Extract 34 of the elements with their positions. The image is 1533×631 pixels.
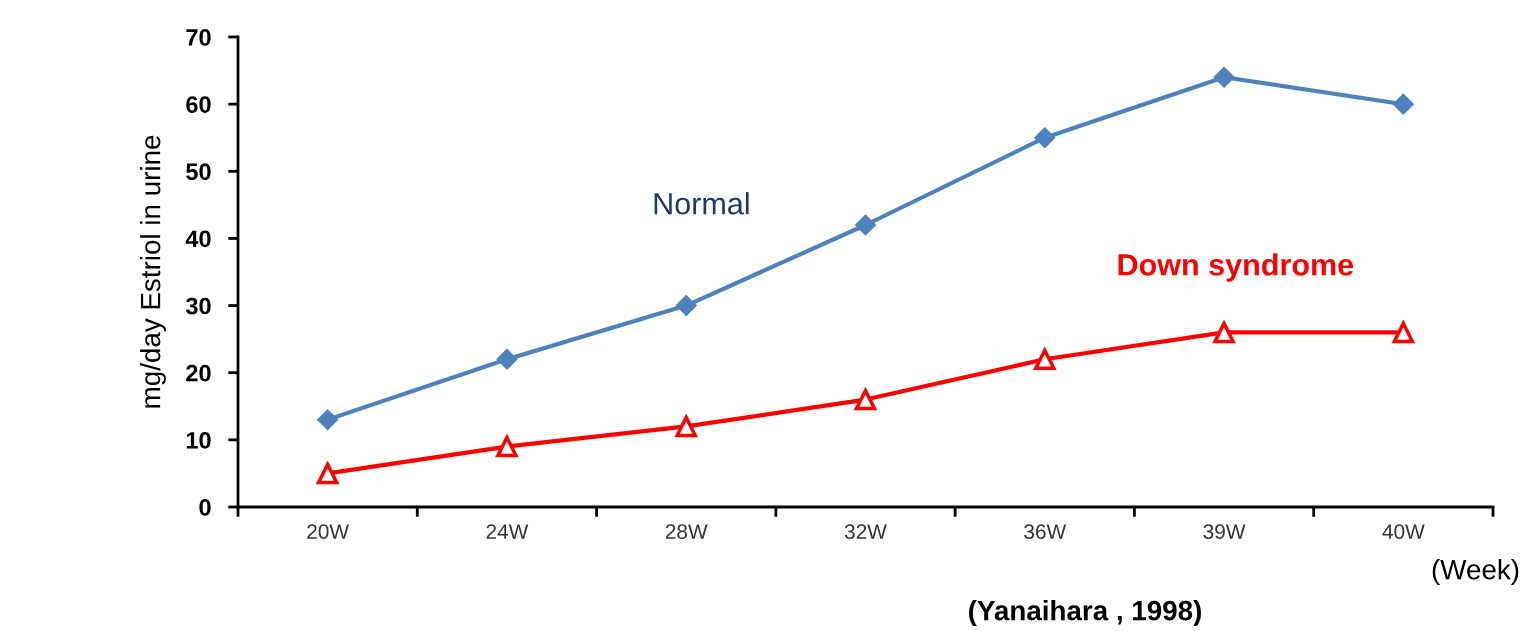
point — [674, 413, 698, 438]
point — [853, 386, 878, 411]
point — [1392, 93, 1414, 115]
point — [854, 214, 877, 236]
y-tick-label: 50 — [186, 163, 211, 181]
y-axis-title: mg/day Estriol in urine — [140, 135, 166, 408]
point — [317, 409, 339, 431]
point — [675, 295, 697, 317]
point — [1213, 66, 1235, 88]
y-tick-label: 30 — [185, 297, 211, 315]
point — [1391, 319, 1416, 344]
y-tick-label: 70 — [186, 29, 211, 46]
x-tick-label: 28W — [665, 524, 708, 539]
point — [315, 460, 340, 485]
series-label: Normal — [654, 192, 749, 215]
x-tick-label: 40W — [1382, 524, 1425, 539]
y-tick-label: 40 — [185, 230, 211, 248]
point — [1034, 127, 1056, 149]
text: (Yanaihara , 1998) — [969, 600, 1201, 626]
x-tick-label: 36W — [1024, 524, 1067, 539]
x-tick-label: 24W — [486, 524, 529, 539]
y-tick-label: 20 — [186, 364, 211, 382]
y-tick-label: 0 — [199, 499, 211, 516]
x-tick-label: 32W — [844, 524, 887, 539]
point — [1212, 319, 1236, 344]
point — [495, 433, 519, 458]
y-tick-label: 60 — [186, 96, 211, 113]
x-tick-label: 20W — [307, 524, 349, 539]
y-tick-label: 10 — [186, 431, 211, 449]
x-axis-title: (Week) — [1432, 559, 1519, 585]
point — [496, 348, 518, 370]
series-label: Down syndrome — [1118, 253, 1354, 282]
point — [1033, 346, 1057, 371]
x-tick-label: 39W — [1203, 524, 1246, 539]
